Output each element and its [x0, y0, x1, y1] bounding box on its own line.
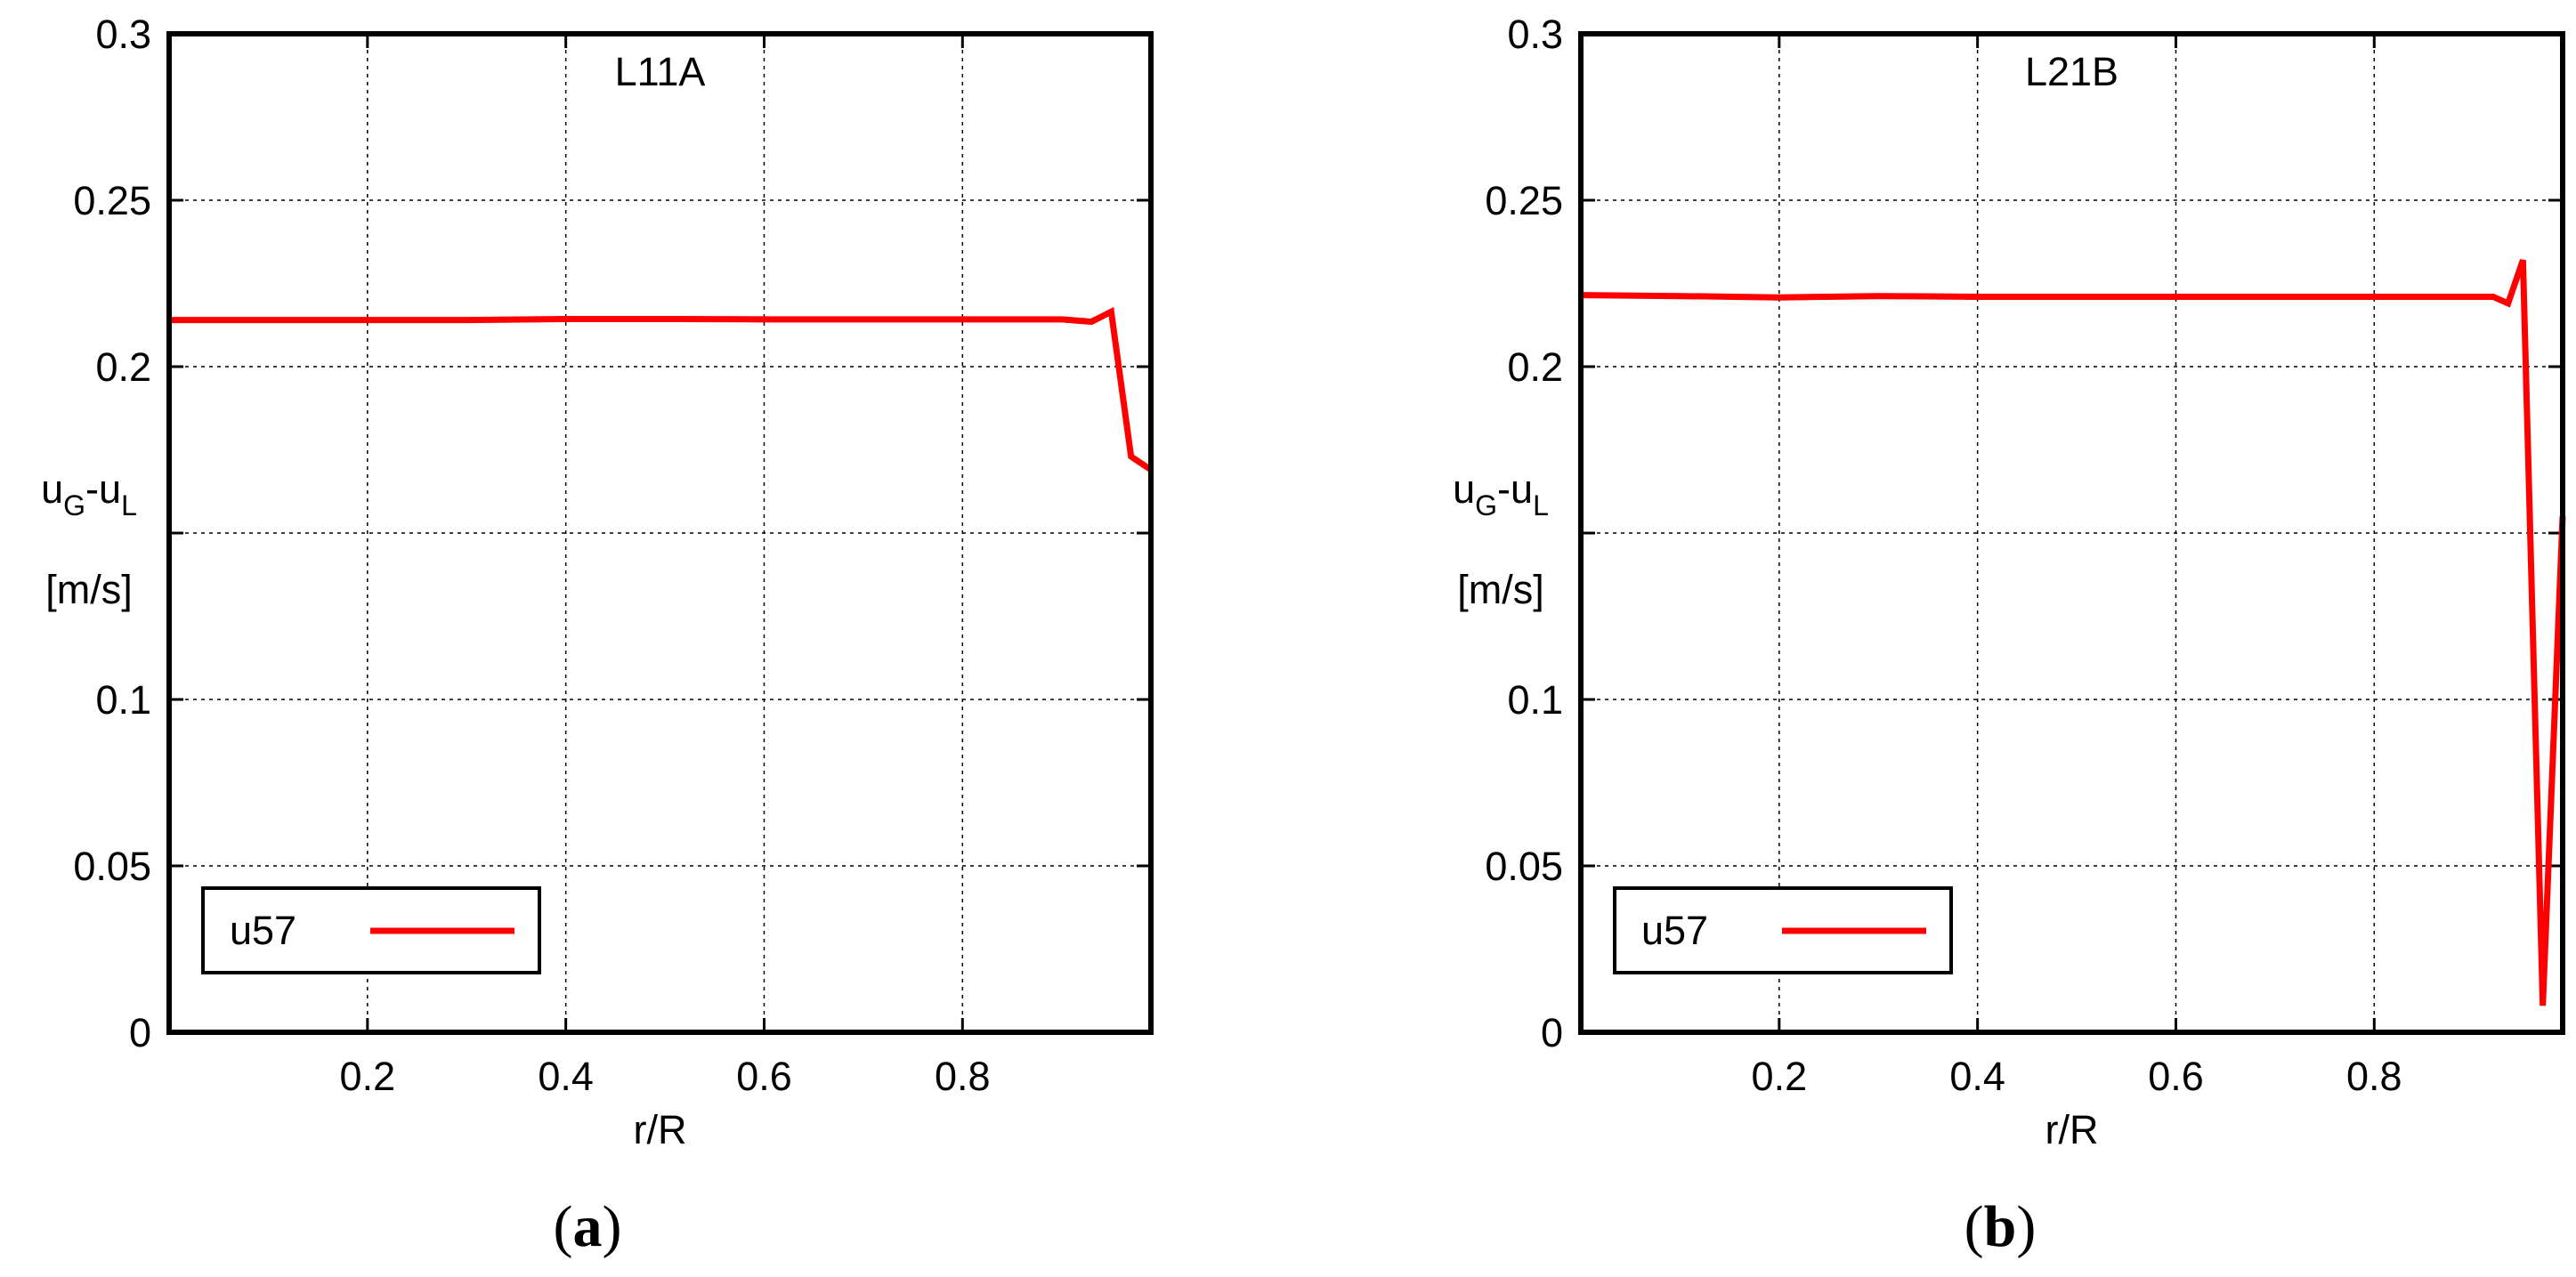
x-tick-label: 0.6 — [2148, 1054, 2204, 1099]
legend: u57 — [201, 886, 541, 974]
grid — [1581, 34, 2563, 1032]
x-axis-label: r/R — [2045, 1107, 2099, 1152]
plot-frame — [1578, 31, 2565, 1035]
chart-panel-b: 0 0.05 0.1 0.2 0.25 0.3 0.2 0.4 0.6 0.8 L21B u57 r/R… — [1453, 12, 2566, 1259]
series-line — [169, 306, 1153, 473]
series-line — [1580, 259, 2566, 1006]
plot-frame — [166, 31, 1154, 1035]
y-tick-label: 0.1 — [95, 677, 151, 723]
y-tick-label: 0.05 — [73, 844, 151, 889]
panel-caption: (a) — [554, 1194, 622, 1259]
panel-title: L11A — [615, 49, 706, 94]
y-tick-label: 0.2 — [1507, 344, 1563, 390]
x-tick-label: 0.4 — [1949, 1054, 2005, 1099]
grid — [169, 34, 1151, 1032]
legend: u57 — [1613, 886, 1953, 974]
y-axis-label: uG-uL [m/s] — [1453, 466, 1549, 612]
y-axis-label-quantity: uG-uL — [1453, 466, 1549, 521]
legend-label: u57 — [1641, 908, 1708, 953]
ticks: 0 0.05 0.1 0.2 0.25 0.3 0.2 0.4 0.6 0.8 — [73, 12, 1151, 1099]
x-tick-label: 0.4 — [538, 1054, 594, 1099]
legend-label: u57 — [230, 908, 296, 953]
y-tick-label: 0.25 — [73, 178, 151, 223]
y-tick-label: 0 — [1541, 1010, 1563, 1055]
y-tick-label: 0.3 — [1507, 12, 1563, 57]
y-tick-label: 0.3 — [95, 12, 151, 57]
ticks: 0 0.05 0.1 0.2 0.25 0.3 0.2 0.4 0.6 0.8 — [1485, 12, 2563, 1099]
chart-panel-a: 0 0.05 0.1 0.2 0.25 0.3 0.2 0.4 0.6 0.8 L11A u57 r/R… — [41, 12, 1154, 1259]
x-tick-label: 0.8 — [2346, 1054, 2402, 1099]
x-axis-label: r/R — [634, 1107, 687, 1152]
y-tick-label: 0 — [129, 1010, 151, 1055]
y-axis-label-quantity: uG-uL — [41, 466, 137, 521]
x-tick-label: 0.6 — [736, 1054, 792, 1099]
y-axis-label: uG-uL [m/s] — [41, 466, 137, 612]
x-tick-label: 0.2 — [340, 1054, 396, 1099]
y-tick-label: 0.1 — [1507, 677, 1563, 723]
y-axis-label-units: [m/s] — [1457, 567, 1544, 612]
x-tick-label: 0.8 — [935, 1054, 991, 1099]
y-tick-label: 0.2 — [95, 344, 151, 390]
y-tick-label: 0.05 — [1485, 844, 1563, 889]
y-axis-label-units: [m/s] — [45, 567, 133, 612]
panel-caption: (b) — [1964, 1194, 2037, 1259]
y-tick-label: 0.25 — [1485, 178, 1563, 223]
panel-title: L21B — [2025, 49, 2118, 94]
x-tick-label: 0.2 — [1752, 1054, 1808, 1099]
